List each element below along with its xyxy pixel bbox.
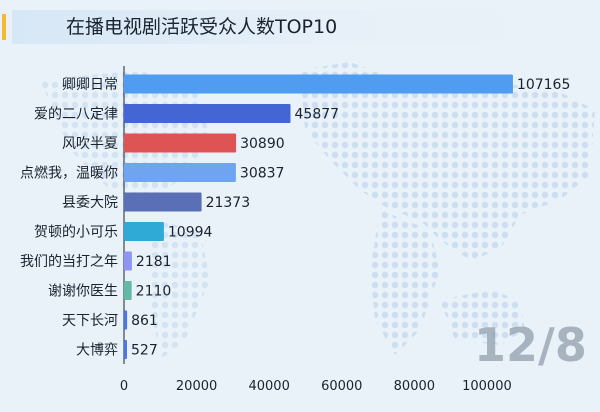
x-tick-label: 0 — [120, 379, 128, 394]
category-label: 县委大院 — [62, 195, 118, 211]
bar — [124, 310, 128, 330]
bar — [124, 163, 236, 182]
category-label: 卿卿日常 — [62, 77, 118, 93]
x-tick-label: 20000 — [176, 379, 217, 394]
bar — [124, 74, 513, 94]
category-label: 爱的二八定律 — [34, 107, 118, 123]
data-label: 10994 — [168, 225, 213, 241]
x-tick-label: 100000 — [462, 379, 512, 394]
x-tick-label: 60000 — [321, 379, 362, 394]
x-tick-label: 80000 — [394, 379, 435, 394]
bar — [124, 133, 237, 153]
title-bar: 在播电视剧活跃受众人数TOP10 — [0, 4, 600, 44]
data-label: 861 — [131, 313, 158, 329]
bar — [124, 222, 164, 241]
data-label: 2110 — [136, 284, 172, 300]
category-label: 大博弈 — [76, 342, 118, 359]
category-label: 贺顿的小可乐 — [34, 225, 118, 241]
category-label: 天下长河 — [62, 313, 118, 329]
category-label: 谢谢你医生 — [48, 284, 118, 300]
category-label: 我们的当打之年 — [20, 253, 118, 270]
data-label: 45877 — [295, 107, 340, 123]
bar — [124, 251, 132, 271]
title-band — [12, 10, 600, 44]
data-label: 30837 — [240, 166, 285, 182]
data-label: 2181 — [136, 254, 172, 270]
x-tick-label: 40000 — [248, 379, 289, 394]
data-label: 21373 — [206, 195, 251, 211]
title-accent-bar — [2, 14, 6, 40]
category-label: 风吹半夏 — [62, 136, 118, 152]
data-label: 30890 — [240, 136, 285, 152]
date-label: 12/8 — [474, 318, 587, 372]
bar — [124, 104, 291, 123]
category-label: 点燃我，温暖你 — [20, 165, 118, 182]
data-label: 527 — [131, 343, 158, 359]
data-label: 107165 — [517, 77, 570, 93]
chart-title: 在播电视剧活跃受众人数TOP10 — [66, 16, 338, 38]
bar — [124, 192, 202, 212]
bar — [124, 340, 127, 359]
bar — [124, 281, 132, 300]
